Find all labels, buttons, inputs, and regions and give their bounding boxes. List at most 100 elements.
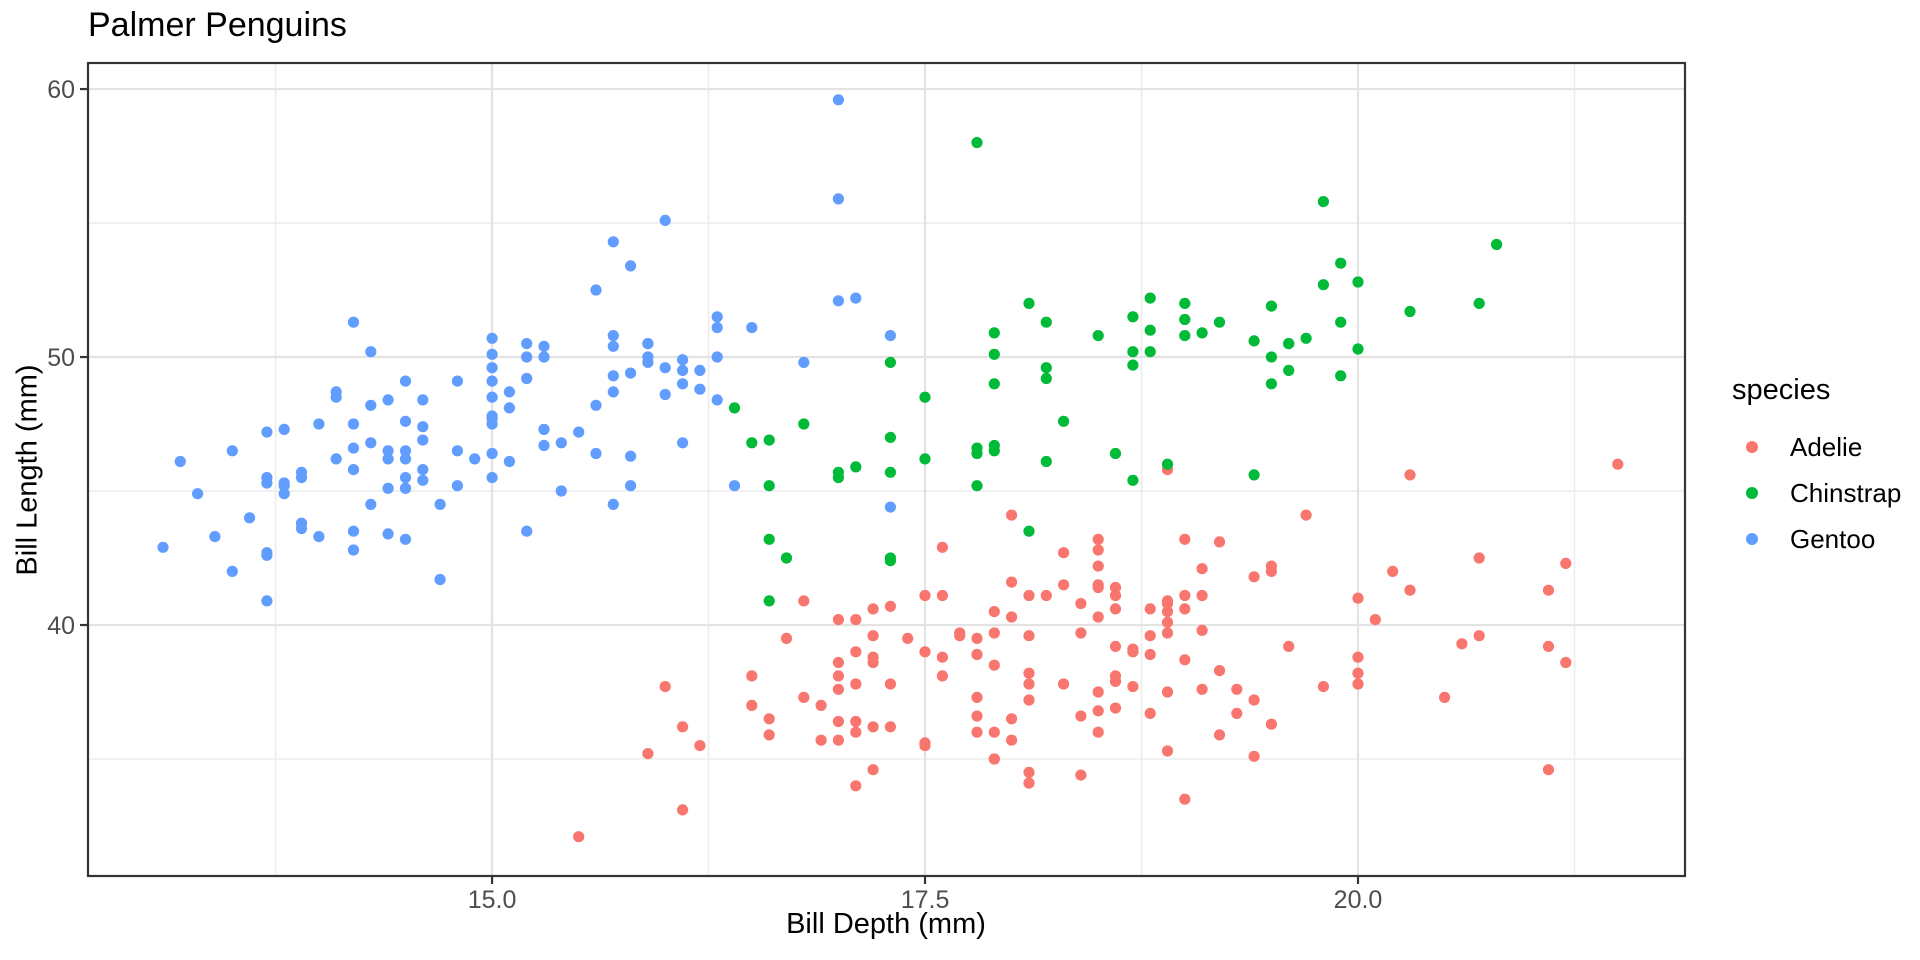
data-point-chinstrap xyxy=(1144,346,1156,358)
data-point-gentoo xyxy=(365,399,377,411)
data-point-adelie xyxy=(1179,589,1191,602)
data-point-chinstrap xyxy=(1335,257,1347,269)
data-point-chinstrap xyxy=(1023,297,1035,309)
data-point-adelie xyxy=(1283,640,1295,653)
data-point-adelie xyxy=(1023,667,1035,679)
data-point-adelie xyxy=(1612,458,1624,470)
data-point-adelie xyxy=(832,715,845,728)
data-point-gentoo xyxy=(486,375,498,387)
data-point-chinstrap xyxy=(988,348,1000,360)
data-point-gentoo xyxy=(451,375,463,387)
data-point-chinstrap xyxy=(884,552,897,564)
data-point-gentoo xyxy=(884,330,897,342)
data-point-adelie xyxy=(1473,630,1485,642)
data-point-adelie xyxy=(988,627,1000,639)
data-point-gentoo xyxy=(677,364,689,376)
data-point-adelie xyxy=(1006,611,1018,623)
data-point-gentoo xyxy=(347,525,360,537)
data-point-gentoo xyxy=(399,472,412,484)
data-point-chinstrap xyxy=(850,461,862,473)
data-point-gentoo xyxy=(728,480,741,492)
data-point-adelie xyxy=(1058,678,1070,690)
data-point-adelie xyxy=(1196,563,1208,575)
data-point-adelie xyxy=(1179,654,1191,666)
data-point-gentoo xyxy=(659,362,671,374)
data-point-gentoo xyxy=(607,330,619,342)
data-point-adelie xyxy=(919,646,931,658)
data-point-adelie xyxy=(1179,603,1191,615)
data-point-gentoo xyxy=(850,292,862,304)
data-point-gentoo xyxy=(157,541,169,553)
data-point-gentoo xyxy=(399,533,412,545)
data-point-adelie xyxy=(1542,584,1555,596)
data-point-chinstrap xyxy=(1144,292,1156,304)
data-point-chinstrap xyxy=(1335,370,1347,382)
data-point-chinstrap xyxy=(971,480,983,492)
data-point-adelie xyxy=(1092,579,1104,591)
data-point-chinstrap xyxy=(1352,276,1364,288)
data-point-adelie xyxy=(780,632,793,645)
data-point-chinstrap xyxy=(1040,372,1052,385)
data-point-gentoo xyxy=(399,482,412,494)
data-point-adelie xyxy=(971,648,983,661)
data-point-adelie xyxy=(1161,627,1174,639)
chinstrap-dot-icon xyxy=(1746,487,1758,499)
data-point-chinstrap xyxy=(1248,335,1260,347)
data-point-chinstrap xyxy=(1179,313,1191,326)
data-point-adelie xyxy=(850,614,862,626)
data-point-adelie xyxy=(677,721,689,733)
data-point-chinstrap xyxy=(1283,364,1295,376)
data-point-gentoo xyxy=(486,447,498,460)
data-point-gentoo xyxy=(365,346,377,358)
data-point-adelie xyxy=(1265,718,1277,730)
data-point-adelie xyxy=(832,670,845,682)
data-point-gentoo xyxy=(590,399,602,411)
data-point-gentoo xyxy=(451,480,463,492)
data-point-gentoo xyxy=(625,450,637,462)
data-point-gentoo xyxy=(555,437,567,449)
data-point-gentoo xyxy=(521,372,533,385)
data-point-chinstrap xyxy=(1265,300,1277,312)
x-tick-label: 20.0 xyxy=(1334,886,1383,914)
data-point-gentoo xyxy=(382,445,394,457)
data-point-adelie xyxy=(815,734,827,746)
data-point-adelie xyxy=(1473,552,1485,564)
data-point-adelie xyxy=(1161,616,1174,628)
data-point-gentoo xyxy=(451,445,463,457)
data-point-gentoo xyxy=(607,498,619,510)
data-point-adelie xyxy=(1023,589,1035,602)
y-axis-title: Bill Length (mm) xyxy=(11,364,44,576)
data-point-adelie xyxy=(1109,675,1122,687)
data-point-chinstrap xyxy=(1109,447,1122,460)
data-point-adelie xyxy=(1006,734,1018,746)
legend-label: Gentoo xyxy=(1790,523,1876,554)
data-point-chinstrap xyxy=(1058,415,1070,427)
data-point-adelie xyxy=(1196,683,1208,695)
data-point-adelie xyxy=(1231,707,1243,720)
data-point-adelie xyxy=(763,713,775,725)
data-point-gentoo xyxy=(625,260,637,272)
data-point-chinstrap xyxy=(1144,324,1156,336)
data-point-chinstrap xyxy=(1335,316,1347,328)
data-point-adelie xyxy=(971,726,983,738)
data-point-adelie xyxy=(832,734,845,746)
data-point-gentoo xyxy=(503,402,515,414)
data-point-adelie xyxy=(798,595,810,607)
data-point-gentoo xyxy=(382,453,394,465)
y-tick-label: 40 xyxy=(47,612,75,640)
data-point-chinstrap xyxy=(1248,469,1260,481)
data-point-gentoo xyxy=(642,338,654,350)
data-point-gentoo xyxy=(382,528,394,540)
data-point-chinstrap xyxy=(763,595,775,607)
data-point-adelie xyxy=(1109,589,1122,602)
data-point-adelie xyxy=(1179,793,1191,805)
data-point-adelie xyxy=(1092,533,1104,545)
data-point-adelie xyxy=(1006,509,1018,521)
data-point-adelie xyxy=(1196,589,1208,602)
data-point-gentoo xyxy=(798,356,810,368)
data-point-chinstrap xyxy=(1491,238,1503,251)
adelie-dot-icon xyxy=(1746,441,1758,453)
data-point-adelie xyxy=(971,710,983,722)
data-point-adelie xyxy=(763,729,775,741)
